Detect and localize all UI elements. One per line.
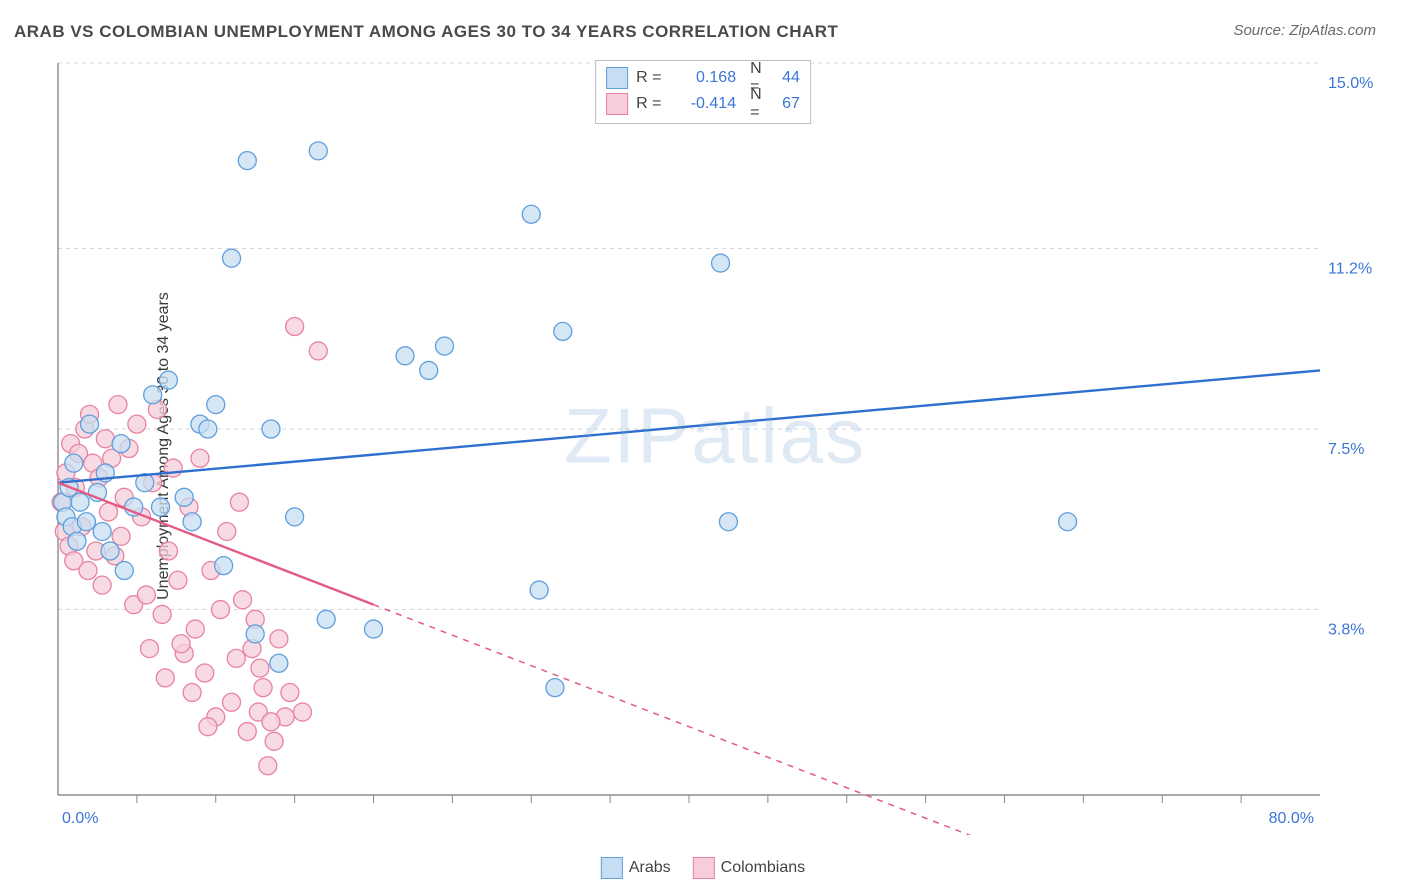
legend-swatch (606, 67, 628, 89)
legend-series-name: Arabs (629, 859, 671, 876)
svg-text:7.5%: 7.5% (1328, 441, 1364, 458)
plot-svg: 3.8% 7.5% 11.2% 15.0% 0.0% 80.0% (50, 55, 1380, 835)
svg-text:0.0%: 0.0% (62, 810, 98, 827)
legend-r-label: R = (636, 95, 664, 113)
correlation-legend: R =0.168N = 44R =-0.414N = 67 (595, 60, 811, 124)
chart-title: ARAB VS COLOMBIAN UNEMPLOYMENT AMONG AGE… (14, 22, 838, 42)
legend-r-value: -0.414 (672, 95, 736, 113)
legend-n-value: 67 (782, 95, 800, 113)
svg-text:3.8%: 3.8% (1328, 622, 1364, 639)
legend-swatch (601, 857, 623, 879)
legend-n-label: N = (750, 86, 774, 122)
series-legend: Arabs Colombians (601, 857, 805, 879)
legend-row-colombians: R =-0.414N = 67 (606, 91, 800, 117)
legend-series-name: Colombians (721, 859, 805, 876)
legend-r-value: 0.168 (672, 69, 736, 87)
svg-text:80.0%: 80.0% (1269, 810, 1314, 827)
svg-text:11.2%: 11.2% (1328, 260, 1372, 277)
scatter-plot: 3.8%7.5%11.2%15.0%0.0%80.0% ZIPatlas (50, 55, 1380, 835)
legend-swatch (606, 93, 628, 115)
legend-item-colombians: Colombians (693, 857, 805, 879)
legend-n-value: 44 (782, 69, 800, 87)
legend-item-arabs: Arabs (601, 857, 671, 879)
legend-r-label: R = (636, 69, 664, 87)
legend-swatch (693, 857, 715, 879)
source-attribution: Source: ZipAtlas.com (1233, 22, 1376, 39)
svg-text:15.0%: 15.0% (1328, 75, 1373, 92)
